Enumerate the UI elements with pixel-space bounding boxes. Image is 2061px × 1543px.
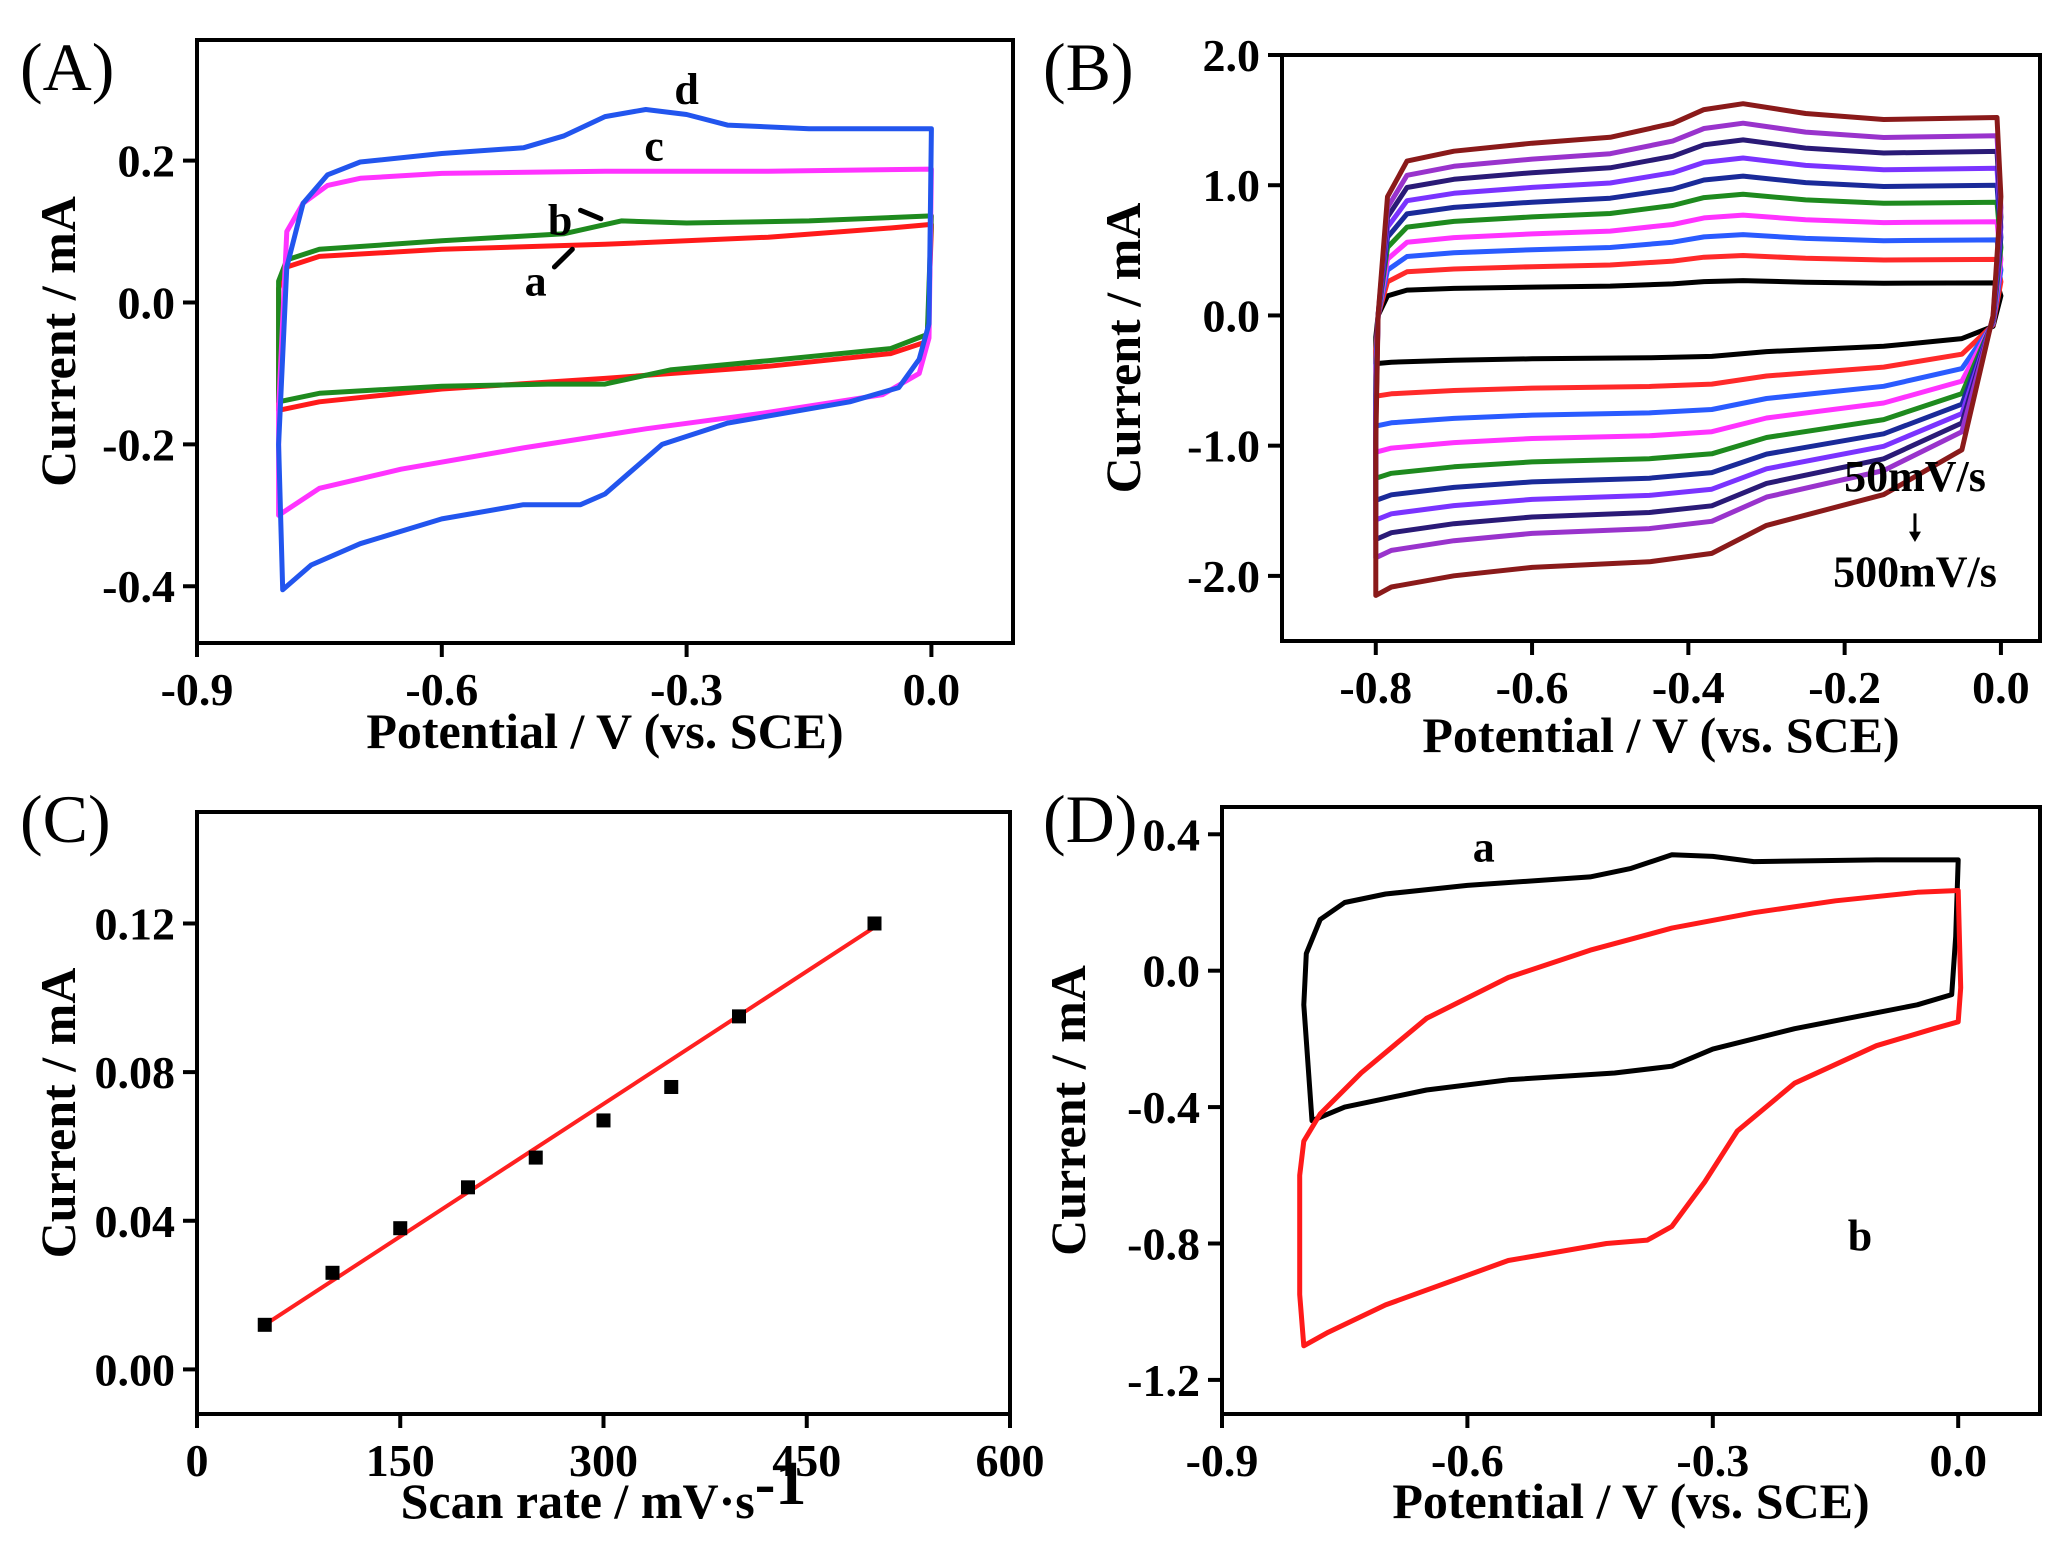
panel-C: 0 150 300 450 600 0.00 0.04 0.08 0.12 (C) Current …: [20, 781, 1045, 1529]
x-tick-label: -0.8: [1339, 662, 1412, 713]
x-tick-label: -0.6: [405, 664, 478, 715]
y-tick-label: 0.08: [95, 1047, 176, 1098]
panel-label: (A): [20, 29, 114, 105]
y-tick-label: 0.4: [1143, 809, 1201, 860]
curve-label-d: d: [674, 65, 698, 114]
x-axis-label: Potential / V (vs. SCE): [1392, 1473, 1869, 1529]
plot-frame: [195, 38, 1015, 645]
x-tick-label: -0.9: [1186, 1435, 1259, 1486]
plot-frame: [195, 810, 1012, 1416]
y-tick-label: -0.4: [102, 561, 175, 612]
curve-label-a: a: [525, 256, 547, 305]
cv-curve-500mVs: [1373, 101, 2004, 598]
x-tick-label: 0.0: [903, 664, 961, 715]
plot-frame: [1280, 53, 2042, 643]
pointer-a: [551, 246, 575, 270]
y-tick-label: 0.0: [1203, 290, 1261, 341]
x-tick-label: -0.2: [1808, 662, 1881, 713]
plot-frame: [1220, 805, 2042, 1416]
x-tick-label: 150: [366, 1435, 435, 1486]
y-axis-label: Current / mA: [30, 968, 86, 1259]
data-point: [664, 1079, 679, 1094]
y-axis-label: Current / mA: [30, 196, 86, 487]
legend-arrow-head: [1908, 531, 1921, 543]
y-tick-label: 0.04: [95, 1196, 176, 1247]
data-point: [461, 1180, 475, 1195]
y-tick-label: -1.2: [1127, 1355, 1200, 1406]
linear-fit-line: [263, 925, 876, 1327]
y-tick-label: -1.0: [1187, 421, 1260, 472]
x-tick-label: -0.4: [1652, 662, 1725, 713]
panel-D: -0.9 -0.6 -0.3 0.0 -1.2 -0.8 -0.4 0.0 0.4(D) Curr…: [1040, 781, 2042, 1529]
curve-label-a: a: [1473, 823, 1495, 872]
y-tick-label: 0.2: [118, 136, 176, 187]
cv-curve-c: [276, 166, 934, 518]
x-tick-label: 450: [772, 1435, 841, 1486]
data-point: [393, 1221, 408, 1236]
pointer-b: [578, 207, 604, 222]
panel-label: (C): [20, 781, 111, 857]
data-point: [528, 1150, 543, 1165]
cv-curve-d: [276, 107, 934, 593]
panel-B: -0.8 -0.6 -0.4 -0.2 0.0 -2.0 -1.0 0.0 1.0 2.0 (B) C…: [1043, 29, 2042, 763]
data-point: [325, 1265, 340, 1280]
x-tick-label: 0.0: [1972, 662, 2030, 713]
y-axis-label: Current / mA: [1095, 203, 1151, 494]
y-tick-label: 0.12: [95, 898, 176, 949]
x-tick-label: -0.6: [1431, 1435, 1504, 1486]
panel-A: -0.9 -0.6 -0.3 0.0 -0.4 -0.2 0.0 0.2(A) Current …: [20, 29, 1015, 759]
y-tick-label: 0.00: [95, 1344, 176, 1395]
x-tick-label: -0.3: [650, 664, 723, 715]
y-tick-label: 1.0: [1203, 160, 1261, 211]
x-axis-label: Potential / V (vs. SCE): [366, 703, 843, 759]
curve-label-b: b: [548, 196, 572, 245]
data-point: [257, 1317, 272, 1332]
panel-label: (D): [1043, 781, 1137, 857]
x-tick-label: 0.0: [1929, 1435, 1987, 1486]
curve-label-c: c: [644, 122, 664, 171]
y-tick-label: 2.0: [1203, 30, 1261, 81]
y-tick-label: -0.2: [102, 419, 175, 470]
y-axis-label: Current / mA: [1040, 965, 1096, 1256]
cv-curve-b: [1297, 888, 1964, 1349]
y-tick-label: -0.8: [1127, 1218, 1200, 1269]
cv-curve-100mVs: [1373, 253, 2004, 399]
data-point: [596, 1113, 611, 1128]
cv-curve-50mVs: [1373, 278, 2004, 367]
curve-label-b: b: [1848, 1211, 1872, 1260]
data-point: [732, 1009, 746, 1024]
legend-scan-rate-start: 50mV/s: [1844, 452, 1986, 501]
y-tick-label: 0.0: [1143, 946, 1201, 997]
x-tick-label: 300: [569, 1435, 638, 1486]
x-axis-label-superscript: -1: [755, 1450, 807, 1518]
legend-scan-rate-end: 500mV/s: [1833, 547, 1997, 596]
x-tick-label: -0.6: [1496, 662, 1569, 713]
cv-curve-a: [1301, 852, 1961, 1124]
data-point: [867, 916, 882, 931]
y-tick-label: -2.0: [1187, 551, 1260, 602]
y-tick-label: -0.4: [1127, 1082, 1200, 1133]
x-tick-label: -0.3: [1676, 1435, 1749, 1486]
x-tick-label: -0.9: [161, 664, 234, 715]
panel-label: (B): [1043, 29, 1134, 105]
x-tick-label: 600: [976, 1435, 1045, 1486]
x-tick-label: 0: [186, 1435, 209, 1486]
y-tick-label: 0.0: [118, 277, 176, 328]
x-axis-label: Potential / V (vs. SCE): [1422, 707, 1899, 763]
